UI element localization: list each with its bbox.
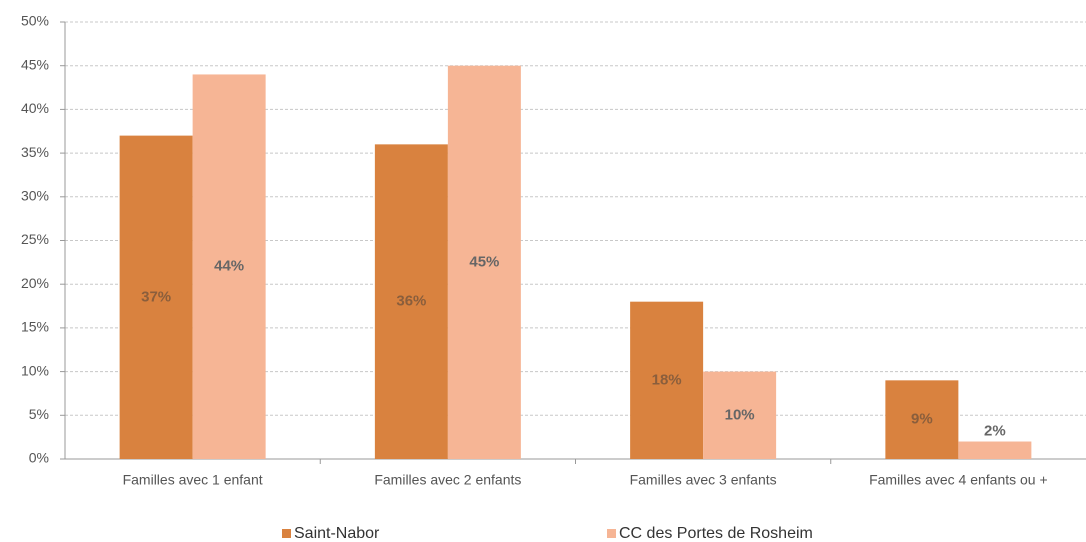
legend-label: Saint-Nabor [294, 525, 380, 542]
x-tick-label: Familles avec 3 enfants [630, 472, 777, 488]
data-label: 44% [214, 258, 244, 275]
bar [630, 301, 704, 459]
data-label: 9% [911, 411, 933, 428]
legend-swatch [607, 529, 616, 538]
y-tick-label: 0% [29, 450, 49, 466]
data-label: 45% [469, 253, 499, 270]
y-tick-label: 10% [21, 362, 49, 378]
bar [447, 65, 521, 459]
y-tick-label: 35% [21, 144, 49, 160]
data-label: 36% [396, 293, 426, 310]
bar [192, 74, 266, 459]
bar [119, 135, 193, 459]
legend-label: CC des Portes de Rosheim [619, 525, 813, 542]
y-tick-label: 45% [21, 56, 49, 72]
y-tick-label: 40% [21, 100, 49, 116]
y-tick-label: 25% [21, 231, 49, 247]
bar [374, 144, 448, 460]
bar [703, 371, 777, 459]
y-tick-label: 15% [21, 319, 49, 335]
data-label: 37% [141, 288, 171, 305]
legend-swatch [282, 529, 291, 538]
y-tick-label: 30% [21, 188, 49, 204]
data-label: 10% [725, 406, 755, 423]
bar [885, 380, 959, 459]
y-tick-label: 5% [29, 406, 49, 422]
data-label: 18% [652, 371, 682, 388]
bar [958, 441, 1032, 459]
x-tick-label: Familles avec 4 enfants ou + [869, 472, 1048, 488]
data-label: 2% [984, 422, 1006, 439]
y-tick-label: 50% [21, 13, 49, 29]
x-tick-label: Familles avec 1 enfant [123, 472, 263, 488]
x-tick-label: Familles avec 2 enfants [374, 472, 521, 488]
y-tick-label: 20% [21, 275, 49, 291]
